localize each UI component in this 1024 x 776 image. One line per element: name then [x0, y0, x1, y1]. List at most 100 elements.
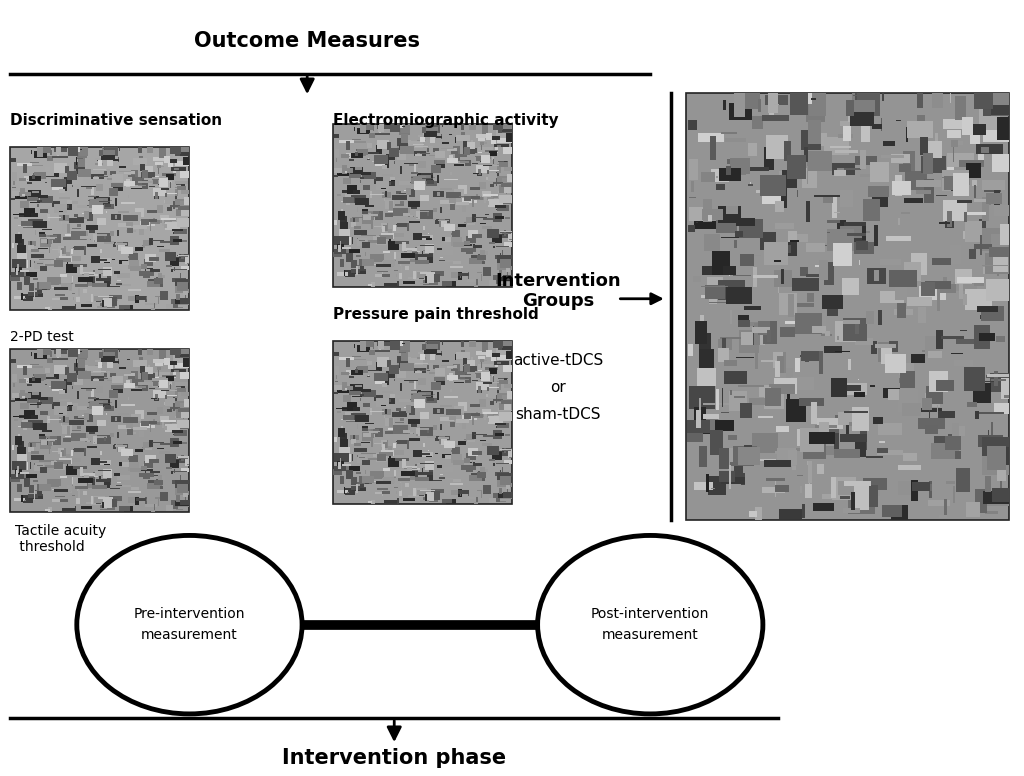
Bar — [447, 375, 458, 380]
Bar — [394, 469, 396, 476]
Bar — [936, 195, 947, 196]
Bar — [24, 220, 28, 228]
Bar — [29, 176, 41, 181]
Bar — [40, 234, 54, 237]
Bar — [451, 237, 462, 246]
Bar — [433, 191, 443, 197]
Bar — [470, 404, 480, 407]
Bar — [924, 178, 934, 203]
Bar — [106, 275, 111, 284]
Bar — [48, 235, 51, 244]
Bar — [365, 476, 370, 483]
Bar — [143, 240, 152, 248]
Bar — [493, 182, 503, 184]
Bar — [65, 246, 66, 255]
Bar — [362, 242, 370, 248]
Bar — [14, 196, 28, 199]
Bar — [849, 422, 857, 426]
Bar — [422, 344, 426, 350]
Bar — [801, 130, 821, 150]
Bar — [91, 376, 103, 380]
Bar — [792, 93, 812, 105]
Bar — [128, 462, 139, 471]
Bar — [141, 447, 143, 448]
Bar — [829, 147, 851, 148]
Bar — [87, 244, 97, 247]
Bar — [502, 233, 511, 234]
Bar — [473, 502, 478, 504]
Bar — [975, 411, 979, 419]
Bar — [343, 414, 354, 420]
Bar — [398, 490, 402, 496]
Bar — [441, 499, 453, 504]
Bar — [412, 251, 418, 255]
Bar — [170, 349, 181, 355]
Bar — [399, 182, 410, 185]
Bar — [41, 440, 54, 445]
Bar — [762, 181, 780, 203]
Bar — [28, 245, 34, 250]
Bar — [77, 425, 81, 429]
Bar — [164, 200, 168, 203]
Bar — [182, 241, 187, 242]
Bar — [844, 411, 867, 414]
Bar — [378, 431, 380, 436]
Bar — [400, 146, 414, 154]
Bar — [477, 369, 481, 375]
Bar — [104, 204, 112, 207]
Bar — [805, 357, 809, 362]
Bar — [399, 417, 403, 421]
Bar — [180, 424, 189, 428]
Bar — [27, 462, 29, 470]
Bar — [694, 407, 707, 426]
Bar — [118, 482, 121, 483]
Bar — [19, 478, 25, 480]
Bar — [466, 413, 480, 417]
Bar — [478, 472, 483, 480]
Bar — [502, 494, 504, 497]
Bar — [454, 262, 461, 265]
Bar — [420, 462, 434, 464]
Bar — [24, 478, 31, 487]
Bar — [806, 202, 810, 223]
Bar — [464, 147, 470, 155]
Bar — [502, 124, 512, 129]
Bar — [923, 153, 933, 174]
Bar — [419, 379, 426, 385]
Bar — [477, 152, 481, 158]
Bar — [388, 428, 398, 430]
Bar — [404, 251, 417, 252]
Bar — [470, 187, 480, 189]
Text: Tactile acuity
 threshold: Tactile acuity threshold — [15, 524, 106, 554]
Bar — [183, 287, 187, 296]
Bar — [488, 497, 496, 504]
Bar — [418, 246, 428, 251]
Bar — [135, 295, 139, 303]
Bar — [387, 143, 391, 150]
Bar — [102, 349, 104, 354]
Bar — [709, 302, 733, 303]
Bar — [867, 185, 889, 197]
Bar — [334, 236, 349, 245]
Bar — [56, 154, 58, 158]
Bar — [151, 268, 160, 272]
Bar — [175, 300, 189, 304]
Bar — [78, 277, 93, 282]
Bar — [177, 219, 189, 227]
Bar — [185, 256, 189, 264]
Bar — [66, 454, 70, 458]
Bar — [346, 414, 350, 422]
Bar — [58, 448, 66, 454]
Bar — [177, 501, 189, 505]
Bar — [370, 431, 380, 433]
Bar — [145, 254, 156, 262]
Bar — [62, 416, 65, 422]
Bar — [27, 179, 28, 180]
Bar — [498, 479, 512, 487]
Bar — [14, 469, 22, 476]
Bar — [87, 440, 90, 442]
Bar — [902, 403, 922, 416]
Bar — [153, 177, 168, 185]
Bar — [486, 353, 500, 357]
Bar — [65, 368, 69, 375]
